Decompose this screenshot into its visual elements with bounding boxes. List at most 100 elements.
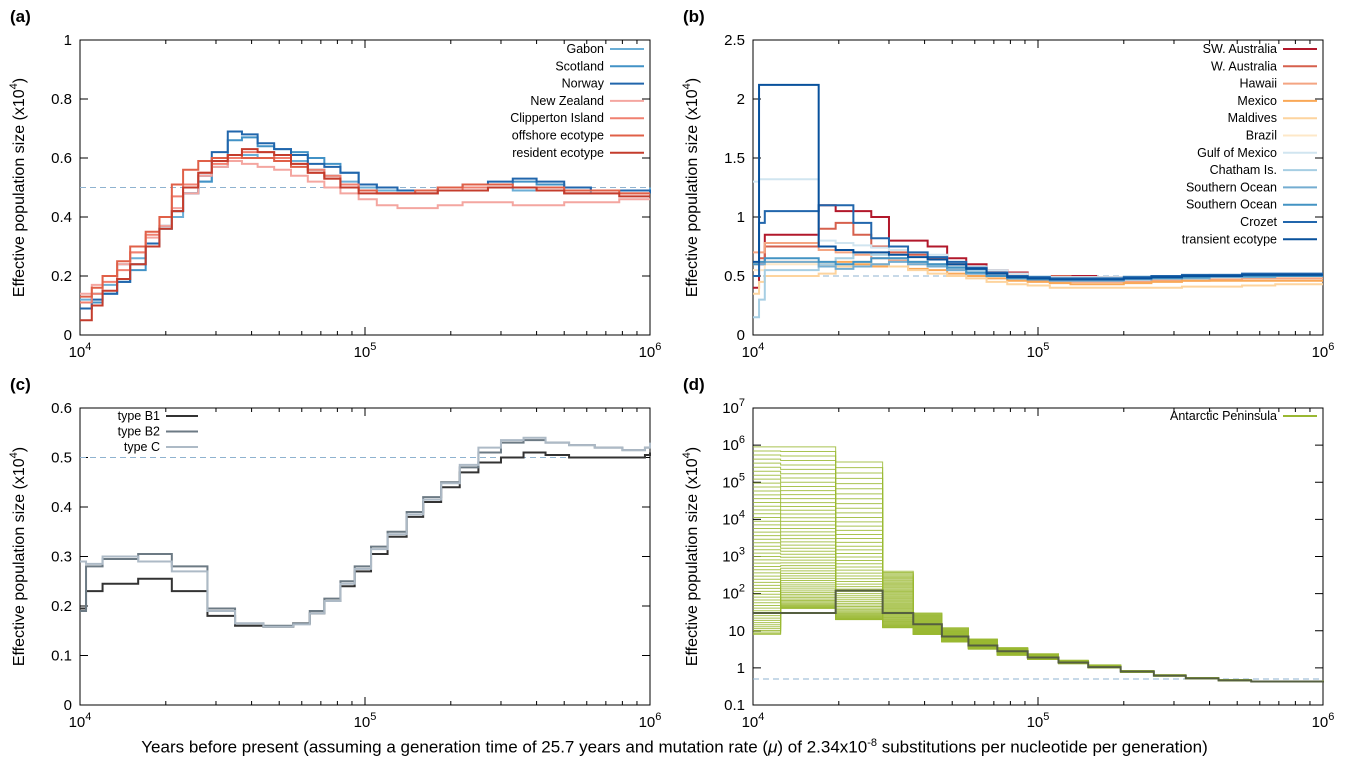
series-line xyxy=(753,478,1324,682)
legend-label: Gabon xyxy=(566,42,604,56)
y-tick-label: 1 xyxy=(737,209,745,226)
series-line xyxy=(80,451,651,628)
x-tick-label: 104 xyxy=(69,711,92,731)
y-tick-label: 0.1 xyxy=(724,697,745,714)
y-tick-label: 0.5 xyxy=(51,450,72,467)
caption-prefix: Years before present (assuming a generat… xyxy=(141,737,769,757)
legend-label: Crozet xyxy=(1240,215,1277,229)
series-line xyxy=(753,592,1324,683)
series-line xyxy=(753,562,1324,683)
x-tick-label: 105 xyxy=(354,711,377,731)
y-tick-label: 0.4 xyxy=(51,499,72,516)
legend-label: Mexico xyxy=(1237,94,1277,108)
series-line xyxy=(753,590,1324,683)
plot-frame xyxy=(79,407,651,706)
legend-label: Antarctic Peninsula xyxy=(1170,409,1277,423)
legend-label: Southern Ocean xyxy=(1186,198,1277,212)
series-line xyxy=(753,589,1324,683)
caption-middle: ) of 2.34x10 xyxy=(777,737,868,757)
legend-label: Southern Ocean xyxy=(1186,180,1277,194)
legend-label: Clipperton Island xyxy=(510,111,604,125)
y-axis-label: Effective population size (x104) xyxy=(8,78,28,297)
legend-label: Chatham Is. xyxy=(1210,163,1277,177)
y-axis-label: Effective population size (x104) xyxy=(681,447,701,666)
y-tick-label: 0.6 xyxy=(51,150,72,167)
y-tick-label: 1 xyxy=(737,660,745,677)
legend-label: type C xyxy=(124,440,160,454)
series-line xyxy=(753,260,1323,295)
y-tick-label: 0 xyxy=(64,697,72,714)
series-line xyxy=(753,83,1323,281)
y-tick-label: 0 xyxy=(64,327,72,344)
y-tick-label: 0.4 xyxy=(51,209,72,226)
series-line xyxy=(753,567,1324,683)
panel-a: (a)Effective population size (x104)104 10… xyxy=(8,7,661,361)
x-tick-label: 105 xyxy=(1027,711,1050,731)
series-line xyxy=(753,565,1324,683)
legend-label: type B2 xyxy=(118,425,160,439)
panel-d: (d)Effective population size (x104)104 10… xyxy=(681,375,1334,731)
bootstrap-band xyxy=(753,446,1324,683)
y-tick-label: 0.6 xyxy=(51,400,72,417)
y-tick-label: 0.5 xyxy=(724,268,745,285)
series-line xyxy=(80,136,650,310)
y-tick-label: 1 xyxy=(64,32,72,49)
plot-frame xyxy=(752,407,1324,706)
x-tick-label: 104 xyxy=(742,711,765,731)
series-line xyxy=(753,474,1324,682)
y-axis-label: Effective population size (x104) xyxy=(681,78,701,297)
panel-b: (b)Effective population size (x104)104 10… xyxy=(681,7,1334,361)
panel-label: (a) xyxy=(10,7,31,26)
y-tick-label: 0.3 xyxy=(51,549,72,566)
caption-mu: μ xyxy=(768,737,778,757)
y-axis-label: Effective population size (x104) xyxy=(8,447,28,666)
x-tick-label: 106 xyxy=(639,711,662,731)
y-tick-label: 106 xyxy=(722,434,745,454)
series-line xyxy=(80,154,651,301)
caption-suffix: substitutions per nucleotide per generat… xyxy=(876,737,1208,757)
y-tick-label: 105 xyxy=(722,471,745,491)
x-tick-label: 106 xyxy=(1312,341,1335,361)
series-line xyxy=(753,593,1324,683)
legend-label: type B1 xyxy=(118,409,160,423)
x-axis-caption: Years before present (assuming a generat… xyxy=(0,737,1349,758)
y-tick-label: 0.1 xyxy=(51,648,72,665)
panel-c: (c) Effective population size (x104) 104 10… xyxy=(8,375,661,731)
y-tick-label: 2 xyxy=(737,91,745,108)
y-tick-label: 0.2 xyxy=(51,598,72,615)
series-line xyxy=(80,439,651,627)
legend-label: New Zealand xyxy=(530,94,604,108)
legend-label: W. Australia xyxy=(1211,59,1277,73)
y-tick-label: 1.5 xyxy=(724,150,745,167)
y-tick-label: 104 xyxy=(722,508,745,528)
x-tick-label: 105 xyxy=(1027,341,1050,361)
y-tick-label: 102 xyxy=(722,583,745,603)
legend-label: Gulf of Mexico xyxy=(1197,146,1277,160)
legend-label: transient ecotype xyxy=(1182,232,1277,246)
x-tick-label: 106 xyxy=(639,341,662,361)
legend-label: Hawaii xyxy=(1239,77,1277,91)
y-tick-label: 10 xyxy=(728,623,745,640)
panel-label: (c) xyxy=(10,375,31,394)
legend-label: offshore ecotype xyxy=(512,129,604,143)
caption-exponent: -8 xyxy=(867,737,877,749)
x-tick-label: 104 xyxy=(69,341,92,361)
series-line xyxy=(753,466,1324,682)
legend-label: Maldives xyxy=(1228,111,1277,125)
y-tick-label: 2.5 xyxy=(724,32,745,49)
series-line xyxy=(80,151,650,304)
series-line xyxy=(753,570,1324,683)
panel-label: (d) xyxy=(683,375,705,394)
legend-label: resident ecotype xyxy=(512,146,604,160)
legend-label: SW. Australia xyxy=(1203,42,1277,56)
y-tick-label: 0 xyxy=(737,327,745,344)
y-tick-label: 103 xyxy=(722,546,745,566)
series-line xyxy=(753,462,1324,682)
series-line xyxy=(753,572,1324,683)
legend-label: Norway xyxy=(562,77,605,91)
series-line xyxy=(80,436,651,628)
y-tick-label: 0.2 xyxy=(51,268,72,285)
panel-label: (b) xyxy=(683,7,705,26)
x-tick-label: 105 xyxy=(354,341,377,361)
